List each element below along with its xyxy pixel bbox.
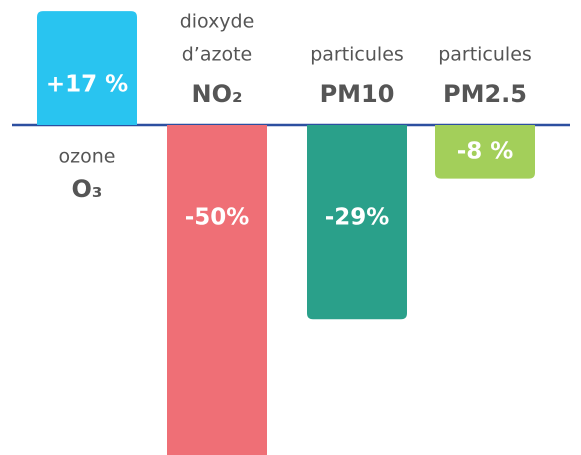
bar [307,125,407,320]
category-label: particules [310,44,404,66]
value-label: +17 % [46,72,128,98]
category-formula: O₃ [72,175,103,203]
bar [37,11,137,126]
category-formula: PM10 [320,80,395,108]
value-label: -50% [185,205,250,231]
bar [167,125,267,455]
category-label: d’azote [182,44,252,66]
value-label: -29% [325,205,390,231]
category-label: particules [438,44,532,66]
category-formula: PM2.5 [443,80,527,108]
value-label: -8 % [457,139,514,165]
bar [435,125,535,179]
category-label: ozone [59,146,116,168]
category-label: dioxyde [180,11,255,33]
category-formula: NO₂ [192,80,243,108]
